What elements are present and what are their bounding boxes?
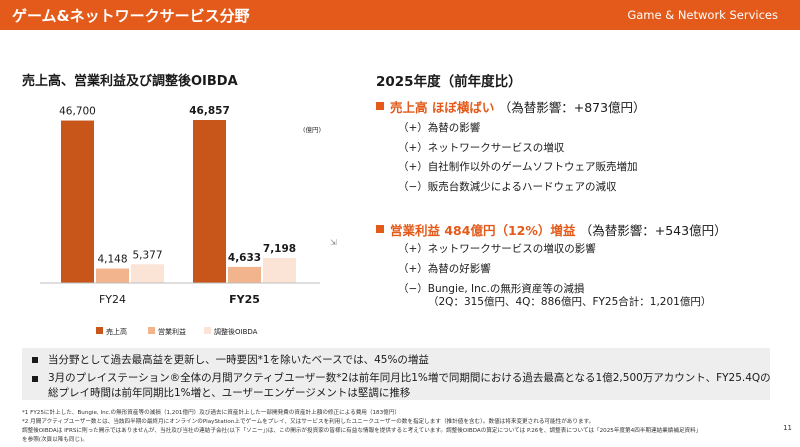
sales-highlight-text: 売上高 ほぼ横ばい [390,100,495,115]
sales-bullet-icon [376,102,384,110]
mouse-cursor-icon: ⇲ [330,238,337,247]
bar-value-label: 46,700 [59,106,96,118]
profit-fx-impact: （為替影響：+543億円） [579,223,727,238]
legend-swatch [204,327,211,334]
unit-label: (億円) [303,125,321,134]
legend-label: 売上高 [106,327,127,336]
profit-bullet-icon [376,225,384,233]
chart-bar [96,268,129,283]
bar-value-label: 4,633 [228,252,261,264]
profit-highlight-text: 営業利益 484億円（12%）増益 [390,223,576,238]
sales-factor: （−）販売台数減少によるハードウェアの減収 [398,181,617,193]
year-comparison-title: 2025年度（前年度比） [376,74,522,90]
bar-value-label: 7,198 [263,243,296,255]
footnote: *1 FY25に計上した、Bungie, Inc.の無形資産等の減損（1,201… [22,410,400,416]
sales-factor: （+）自社制作以外のゲームソフトウェア販売増加 [398,161,638,173]
bar-value-label: 46,857 [189,105,230,117]
bar-value-label: 4,148 [97,254,127,266]
footnote: 調整後OIBDAは IFRSに則った開示ではありませんが、当社及び当社の連結子会… [22,428,702,434]
chart-bar [228,266,261,283]
x-axis-tick-label: FY25 [229,293,260,306]
note-bullet-icon [32,376,38,382]
sales-highlight: 売上高 ほぼ横ばい （為替影響：+873億円） [390,97,646,116]
summary-note: 総プレイ時間は前年同期比1%増と、ユーザーエンゲージメントは堅調に推移 [48,387,411,399]
profit-factor: （+）為替の好影響 [398,263,491,275]
footnote: を参照(次頁以降も同じ)。 [22,437,88,443]
profit-factor: （−）Bungie, Inc.の無形資産等の減損 [398,283,585,295]
header-bar: ゲーム&ネットワークサービス分野 Game & Network Services [0,0,800,30]
sales-fx-impact: （為替影響：+873億円） [498,100,646,115]
legend-label: 営業利益 [158,327,186,336]
chart-bar [131,264,164,283]
section-subtitle: Game & Network Services [627,8,778,22]
chart-bar [193,120,226,283]
summary-box: 当分野として過去最高益を更新し、一時要因*1を除いたベースでは、45%の増益 3… [22,348,771,400]
sales-factor: （+）ネットワークサービスの増収 [398,142,565,154]
bar-value-label: 5,377 [132,249,162,261]
profit-factor-detail: （2Q：315億円、4Q：886億円、FY25合計：1,201億円） [428,296,712,308]
sales-factor: （+）為替の影響 [398,122,481,134]
note-bullet-icon [32,357,38,363]
legend-swatch [148,327,155,334]
summary-note: 3月のプレイステーション®全体の月間アクティブユーザー数*2は前年同月比1%増で… [48,372,771,384]
legend-label: 調整後OIBDA [214,327,258,336]
legend-swatch [96,327,103,334]
page-number: 11 [783,424,792,432]
x-axis-tick-label: FY24 [99,293,126,306]
section-title: ゲーム&ネットワークサービス分野 [12,7,250,25]
profit-highlight: 営業利益 484億円（12%）増益 （為替影響：+543億円） [390,220,727,239]
chart-title: 売上高、営業利益及び調整後OIBDA [22,74,238,89]
profit-factor: （+）ネットワークサービスの増収の影響 [398,243,596,255]
chart-bar [263,257,296,283]
chart-bar [61,120,94,284]
footnote: *2 月間アクティブユーザー数とは、当該四半期の最終月にオンラインのPlaySt… [22,419,595,425]
summary-note: 当分野として過去最高益を更新し、一時要因*1を除いたベースでは、45%の増益 [48,354,429,366]
